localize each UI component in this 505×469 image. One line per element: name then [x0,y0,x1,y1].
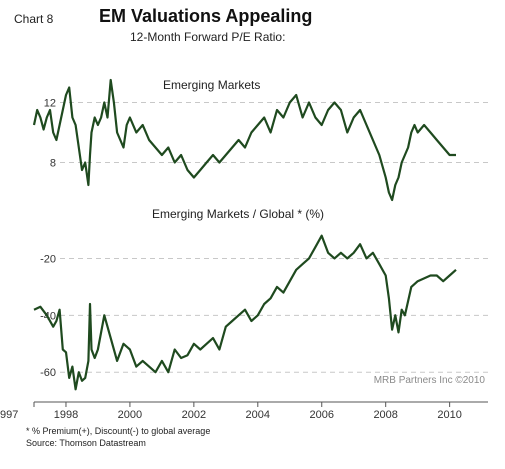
bottom-y-tick--60: -60 [40,367,56,379]
footnote-source: Source: Thomson Datastream [26,438,146,448]
credit-label: MRB Partners Inc ©2010 [374,375,486,386]
bottom-y-tick--20: -20 [40,253,56,265]
x-tick-label-1998: 1998 [54,409,78,421]
x-axis-ticks: 997 1998 2000 2002 2004 2006 2008 2010 [0,402,462,421]
top-y-tick-8: 8 [50,158,56,170]
chart-subtitle: 12-Month Forward P/E Ratio: [130,30,285,44]
top-y-tick-12: 12 [44,98,56,110]
x-tick-label-2010: 2010 [437,409,461,421]
series-line-emerging-markets-pe [32,78,456,202]
panel-emerging-markets-pe: 8 12 Emerging Markets [32,78,488,202]
x-tick-label-2008: 2008 [373,409,397,421]
bottom-panel-title: Emerging Markets / Global * (%) [152,207,324,221]
chart-title: EM Valuations Appealing [99,6,312,26]
chart-number-label: Chart 8 [14,12,54,26]
top-y-tick-labels: 8 12 [44,98,56,170]
bottom-gridlines [60,257,488,373]
x-tick-label-1997: 997 [0,409,18,421]
x-tick-label-2006: 2006 [310,409,334,421]
x-tick-label-2000: 2000 [118,409,142,421]
panel-em-vs-global: -60-40-20 Emerging Markets / Global * (%… [33,207,488,391]
x-tick-label-2002: 2002 [182,409,206,421]
footnote-premium: * % Premium(+), Discount(-) to global av… [26,426,210,436]
top-gridlines [60,102,488,163]
x-tick-label-2004: 2004 [246,409,270,421]
top-panel-title: Emerging Markets [163,78,260,92]
series-line-em-relative-to-global [33,234,457,391]
